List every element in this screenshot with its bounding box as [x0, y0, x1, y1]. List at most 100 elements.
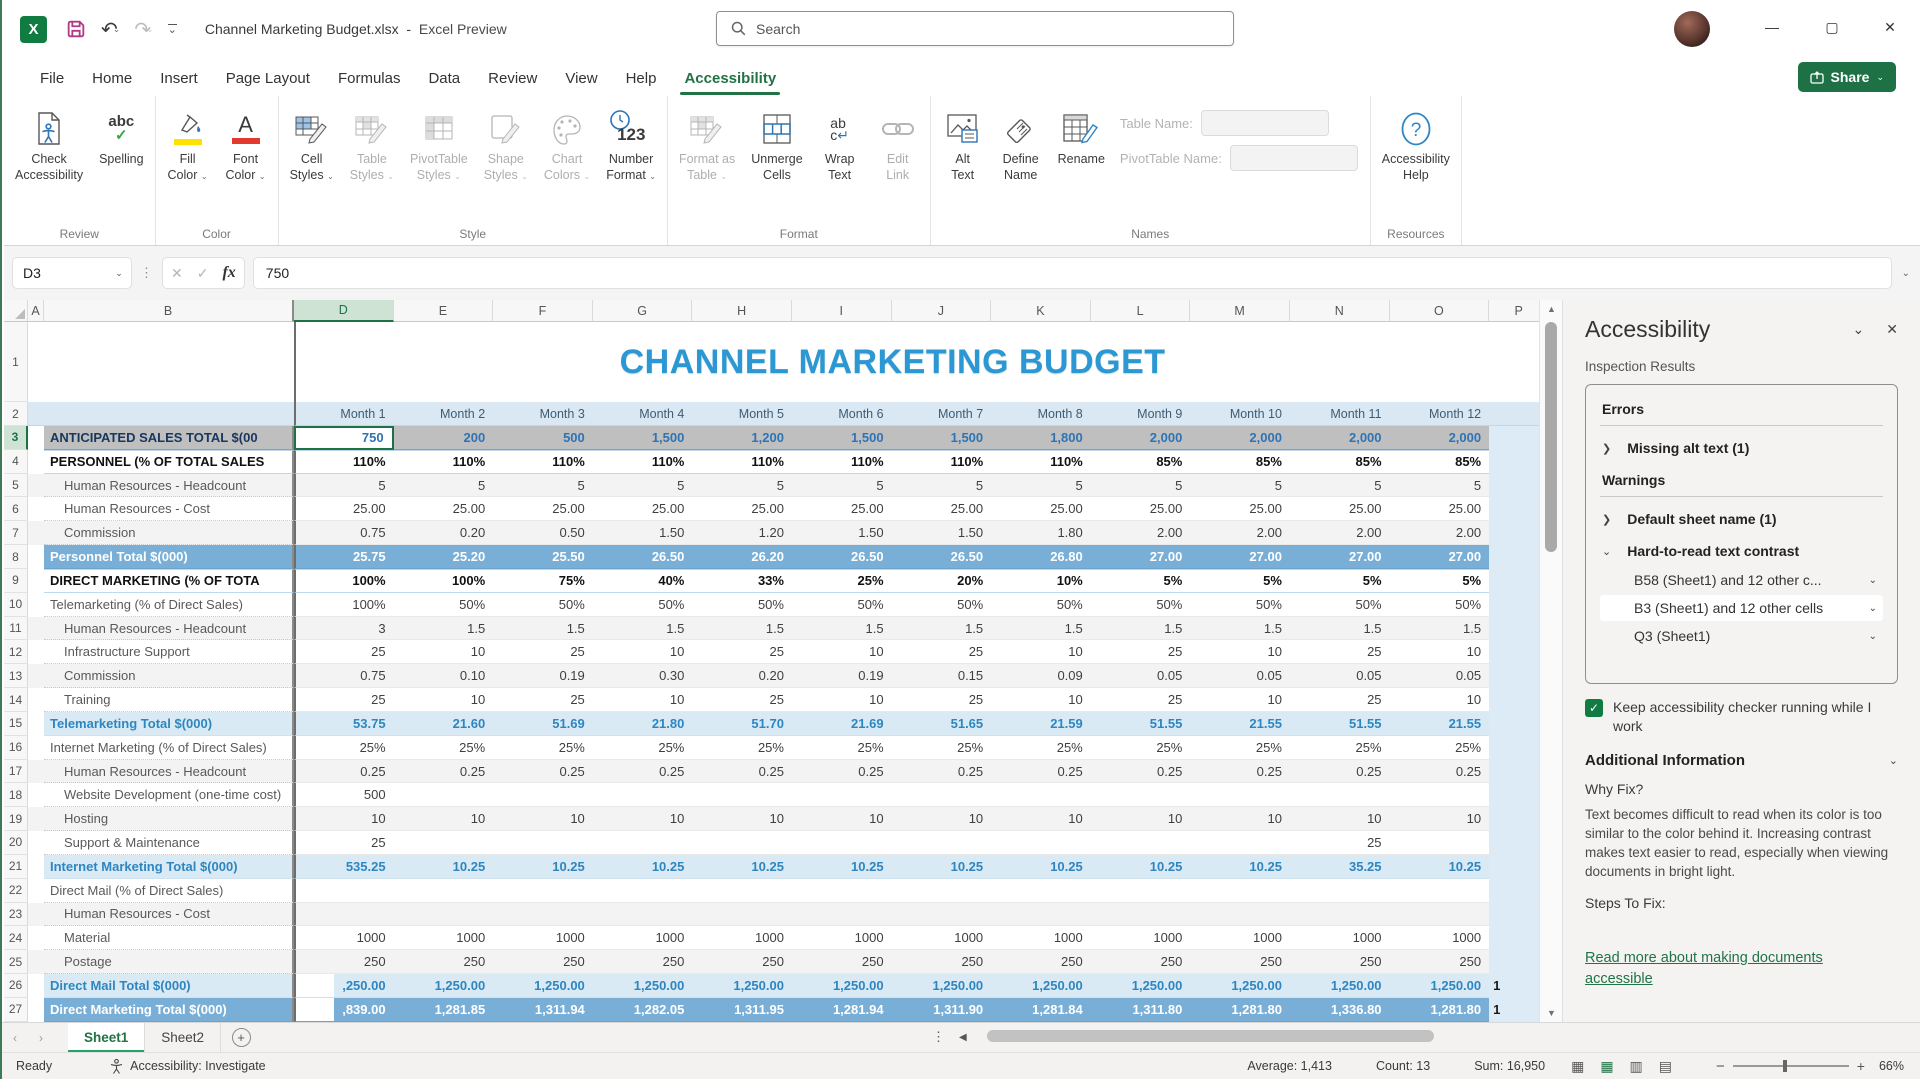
- row-label-22[interactable]: Direct Mail (% of Direct Sales): [44, 878, 294, 903]
- cell-r4c8[interactable]: 110%: [991, 449, 1091, 474]
- cell-r20c7[interactable]: [891, 831, 992, 855]
- cell-r26c9[interactable]: 1,250.00: [1090, 974, 1191, 998]
- cell-r26c10[interactable]: 1,250.00: [1190, 974, 1290, 998]
- column-header-L[interactable]: L: [1090, 300, 1191, 322]
- cell-r5c2[interactable]: 5: [393, 473, 494, 498]
- rename-button[interactable]: Rename: [1051, 100, 1112, 170]
- cell-r8c7[interactable]: 26.50: [891, 545, 992, 569]
- cell[interactable]: [28, 759, 44, 784]
- chevron-down-icon[interactable]: ⌄: [1868, 630, 1877, 642]
- cell-r4c11[interactable]: 85%: [1289, 449, 1390, 474]
- cell-r26c12[interactable]: 1,250.00: [1389, 974, 1490, 998]
- font-color-button[interactable]: A Font Color ⌄: [218, 100, 274, 188]
- cell-r15c1[interactable]: 53.75: [294, 711, 394, 736]
- column-header-N[interactable]: N: [1289, 300, 1390, 322]
- cell-r23c3[interactable]: [493, 902, 593, 927]
- cell-r18c4[interactable]: [592, 783, 693, 808]
- cell-r25c1[interactable]: 250: [294, 950, 394, 975]
- row-header-12[interactable]: 12: [4, 640, 28, 665]
- cell-r11c3[interactable]: 1.5: [493, 616, 593, 641]
- cell-r19c9[interactable]: 10: [1090, 807, 1191, 832]
- cell-r23c2[interactable]: [393, 902, 494, 927]
- cell-r22c11[interactable]: [1289, 879, 1390, 903]
- cell-r19c12[interactable]: 10: [1389, 807, 1490, 832]
- cell-r17c6[interactable]: 0.25: [791, 759, 892, 784]
- warning-item-contrast[interactable]: ⌄ Hard-to-read text contrast: [1602, 543, 1800, 559]
- cell-r22c6[interactable]: [791, 879, 892, 903]
- cell-r7c10[interactable]: 2.00: [1190, 521, 1290, 546]
- cell-r6c2[interactable]: 25.00: [393, 497, 494, 522]
- cell-r22c10[interactable]: [1190, 879, 1290, 903]
- cell-r25c3[interactable]: 250: [493, 950, 593, 975]
- cell-r12c7[interactable]: 25: [891, 640, 992, 665]
- month-header-7[interactable]: Month 7: [891, 402, 992, 426]
- cell-r20c10[interactable]: [1190, 831, 1290, 855]
- cell-r5c5[interactable]: 5: [692, 473, 792, 498]
- column-header-A[interactable]: A: [28, 300, 44, 322]
- cell-r27c1[interactable]: ,839.00: [294, 997, 394, 1022]
- cell-r22c5[interactable]: [692, 879, 792, 903]
- error-item-missing-alt-text[interactable]: ❯ Missing alt text (1): [1602, 440, 1750, 456]
- formula-input[interactable]: 750: [252, 257, 1892, 289]
- cell[interactable]: [28, 807, 44, 832]
- cell-r7c5[interactable]: 1.20: [692, 521, 792, 546]
- column-header-E[interactable]: E: [393, 300, 494, 322]
- cell-r21c5[interactable]: 10.25: [692, 854, 792, 879]
- cell-r4c3[interactable]: 110%: [493, 449, 593, 474]
- row-header-4[interactable]: 4: [4, 449, 28, 474]
- unmerge-cells-button[interactable]: Unmerge Cells: [744, 100, 809, 186]
- row-label-24[interactable]: Material: [44, 926, 294, 951]
- cell[interactable]: [28, 593, 44, 617]
- cell-r8c6[interactable]: 26.50: [791, 545, 892, 569]
- month-header-11[interactable]: Month 11: [1289, 402, 1390, 426]
- month-header-4[interactable]: Month 4: [592, 402, 693, 426]
- cell-r21c10[interactable]: 10.25: [1190, 854, 1290, 879]
- cell-r3c11[interactable]: 2,000: [1289, 426, 1390, 450]
- enter-icon[interactable]: ✓: [196, 264, 209, 281]
- cell-r16c2[interactable]: 25%: [393, 736, 494, 760]
- cell-r14c8[interactable]: 10: [991, 688, 1091, 712]
- cell-r24c6[interactable]: 1000: [791, 926, 892, 951]
- cell[interactable]: [28, 322, 44, 402]
- row-header-23[interactable]: 23: [4, 902, 28, 927]
- cell-r11-p[interactable]: [1489, 616, 1539, 641]
- check-accessibility-button[interactable]: Check Accessibility: [8, 100, 90, 186]
- cell-r9-p[interactable]: [1489, 568, 1539, 593]
- cell-r11c8[interactable]: 1.5: [991, 616, 1091, 641]
- undo-button[interactable]: ↶ ⌄: [101, 17, 120, 42]
- cell-r15c7[interactable]: 51.65: [891, 711, 992, 736]
- cell-r13c12[interactable]: 0.05: [1389, 664, 1490, 689]
- cell-r4-p[interactable]: [1489, 449, 1539, 474]
- cell-r16c4[interactable]: 25%: [592, 736, 693, 760]
- cell-r27c12[interactable]: 1,281.80: [1389, 997, 1490, 1022]
- cell-r9c3[interactable]: 75%: [493, 568, 593, 593]
- cell-r9c2[interactable]: 100%: [393, 568, 494, 593]
- tab-help[interactable]: Help: [625, 70, 657, 87]
- cell-r24c9[interactable]: 1000: [1090, 926, 1191, 951]
- cell-r4c6[interactable]: 110%: [791, 449, 892, 474]
- cell[interactable]: [28, 926, 44, 950]
- search-input[interactable]: Search: [716, 11, 1234, 46]
- cell-r3c6[interactable]: 1,500: [791, 426, 892, 450]
- cell-r25c4[interactable]: 250: [592, 950, 693, 975]
- cell-r4c9[interactable]: 85%: [1090, 449, 1191, 474]
- cell-r14c5[interactable]: 25: [692, 688, 792, 712]
- row-label-3[interactable]: ANTICIPATED SALES TOTAL $(00: [44, 426, 294, 450]
- cell-r5c11[interactable]: 5: [1289, 473, 1390, 498]
- cell-r4c7[interactable]: 110%: [891, 449, 992, 474]
- cell-r13c4[interactable]: 0.30: [592, 664, 693, 689]
- cell-r22-p[interactable]: [1489, 878, 1539, 903]
- cell-r22c12[interactable]: [1389, 879, 1490, 903]
- cell-r17c7[interactable]: 0.25: [891, 759, 992, 784]
- cell[interactable]: [1489, 322, 1539, 402]
- cell-r22c2[interactable]: [393, 879, 494, 903]
- cell-r22c4[interactable]: [592, 879, 693, 903]
- cell-r21c11[interactable]: 35.25: [1289, 854, 1390, 879]
- column-header-M[interactable]: M: [1190, 300, 1290, 322]
- cell-r9c11[interactable]: 5%: [1289, 568, 1390, 593]
- cell-r4c2[interactable]: 110%: [393, 449, 494, 474]
- cell-r7c9[interactable]: 2.00: [1090, 521, 1191, 546]
- cell-r24c3[interactable]: 1000: [493, 926, 593, 951]
- hscroll-left-icon[interactable]: ◀: [959, 1031, 967, 1043]
- title-cell[interactable]: CHANNEL MARKETING BUDGET: [294, 322, 1489, 402]
